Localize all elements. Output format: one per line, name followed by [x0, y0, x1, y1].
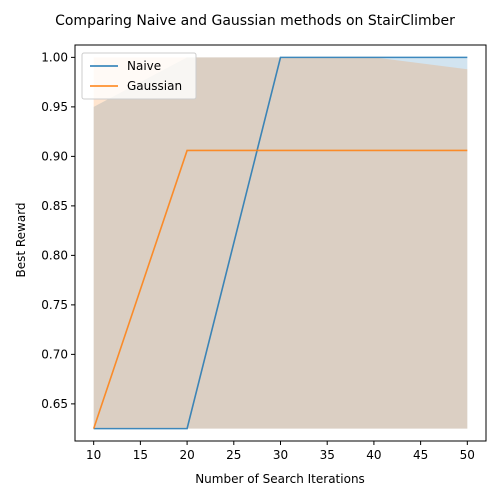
line-gaussian [92, 149, 468, 429]
x-tick-label: 45 [413, 448, 428, 462]
x-tick-label: 10 [86, 448, 101, 462]
y-tick-label: 0.65 [41, 397, 68, 411]
x-tick-label: 25 [226, 448, 241, 462]
x-tick-label: 30 [273, 448, 288, 462]
legend-label-naive: Naive [127, 59, 161, 73]
y-tick-label: 0.80 [41, 248, 68, 262]
y-tick-label: 0.70 [41, 347, 68, 361]
x-tick-label: 50 [460, 448, 475, 462]
y-axis-label: Best Reward [14, 202, 28, 277]
legend-label-gaussian: Gaussian [127, 79, 182, 93]
y-tick-label: 0.90 [41, 149, 68, 163]
legend-box [81, 52, 197, 100]
y-tick-label: 0.75 [41, 298, 68, 312]
x-tick-label: 35 [320, 448, 335, 462]
x-tick-label: 15 [133, 448, 148, 462]
y-tick-label: 0.95 [41, 100, 68, 114]
legend: Naive Gaussian [81, 52, 197, 100]
x-tick-label: 20 [179, 448, 194, 462]
chart-title: Comparing Naive and Gaussian methods on … [55, 13, 455, 29]
x-tick-label: 40 [366, 448, 381, 462]
band-gaussian [93, 57, 468, 429]
y-tick-label: 0.85 [41, 199, 68, 213]
x-axis: 10 15 20 25 30 35 40 45 50 [86, 441, 475, 462]
x-axis-label: Number of Search Iterations [195, 472, 365, 486]
series-lines [92, 56, 468, 430]
y-axis: 0.65 0.70 0.75 0.80 0.85 0.90 0.95 1.00 [41, 50, 75, 411]
line-naive [93, 56, 468, 430]
y-tick-label: 1.00 [41, 50, 68, 64]
confidence-bands [93, 57, 468, 429]
